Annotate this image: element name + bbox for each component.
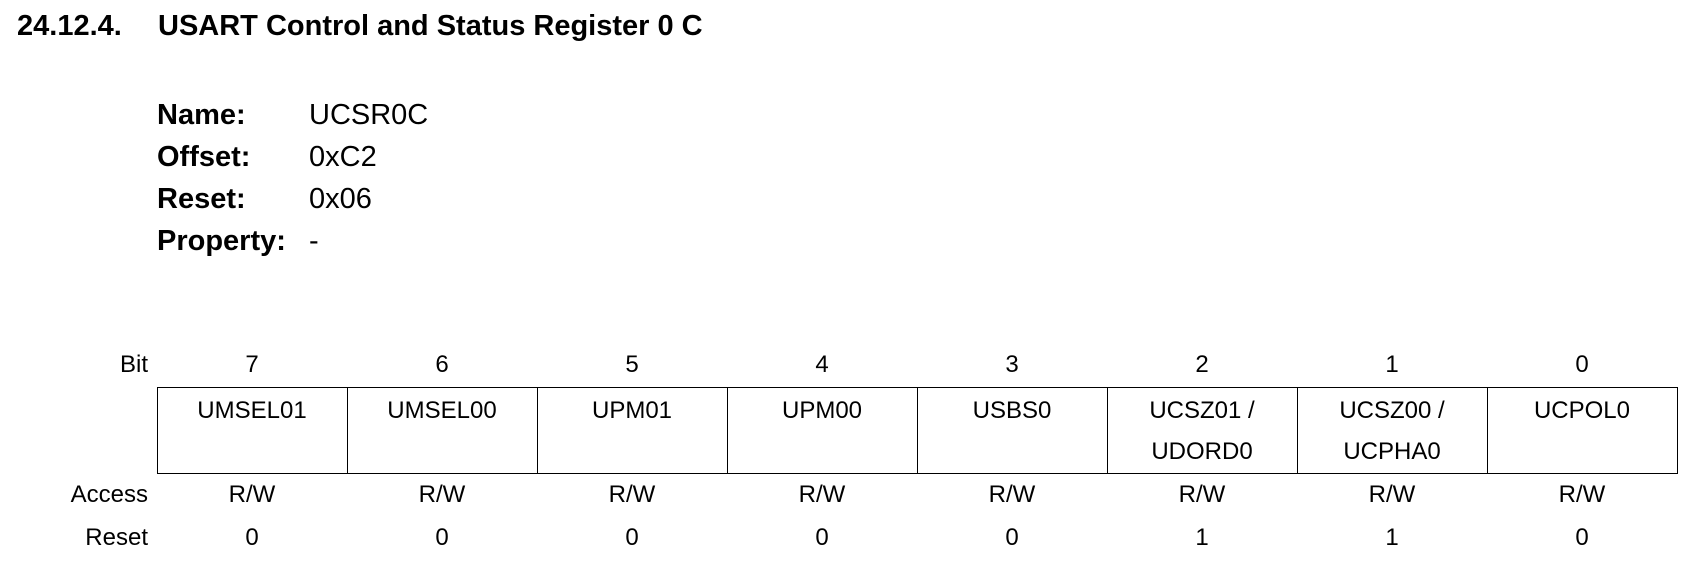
bit-reset-value: 1 [1385,524,1399,551]
bit-reset-value: 1 [1195,524,1209,551]
bit-field-name: UCSZ01 / [1149,397,1255,424]
property-value: 0xC2 [309,140,377,173]
bit-field-cell [1487,387,1678,474]
bit-number: 4 [815,351,829,378]
property-value: 0x06 [309,182,372,215]
property-offset-row: Offset: 0xC2 [157,136,428,178]
bit-reset-value: 0 [1575,524,1589,551]
bit-access: R/W [798,481,846,508]
property-label: Offset: [157,140,251,173]
property-reset-row: Reset: 0x06 [157,178,428,220]
section-heading: 24.12.4. USART Control and Status Registe… [17,10,703,43]
bit-field-name: UPM00 [781,397,863,424]
bit-reset-value: 0 [245,524,259,551]
register-properties: Name: UCSR0C Offset: 0xC2 Reset: 0x06 Pr… [157,94,428,262]
reset-row-label: Reset [85,524,148,551]
property-label: Reset: [157,182,246,215]
bit-number: 2 [1195,351,1209,378]
property-value: UCSR0C [309,98,429,131]
bit-row-label: Bit [119,351,148,378]
bit-access: R/W [988,481,1036,508]
bit-access: R/W [228,481,276,508]
bit-number: 0 [1575,351,1589,378]
property-name-row: Name: UCSR0C [157,94,428,136]
bit-field-name-line2: UCPHA0 [1343,438,1441,465]
bit-field-name: UCPOL0 [1533,397,1631,424]
bit-access: R/W [1178,481,1226,508]
bit-field-name: UPM01 [591,397,673,424]
bit-field-name: UCSZ00 / [1339,397,1445,424]
bit-number: 6 [435,351,449,378]
property-label: Property: [157,224,286,257]
property-property-row: Property: - [157,220,428,262]
property-label: Name: [157,98,246,131]
bit-number: 7 [245,351,259,378]
property-value: - [309,224,319,257]
bit-number: 3 [1005,351,1019,378]
bit-reset-value: 0 [815,524,829,551]
bit-access: R/W [1558,481,1606,508]
bit-reset-value: 0 [625,524,639,551]
access-row-label: Access [70,481,148,508]
bit-number: 5 [625,351,639,378]
bit-field-name-line2: UDORD0 [1151,438,1253,465]
bit-field-name: USBS0 [972,397,1052,424]
bit-reset-value: 0 [435,524,449,551]
bit-field-name: UMSEL00 [387,397,497,424]
section-title: USART Control and Status Register 0 C [158,10,703,42]
bit-access: R/W [1368,481,1416,508]
bit-access: R/W [418,481,466,508]
bit-reset-value: 0 [1005,524,1019,551]
bit-field-name: UMSEL01 [197,397,307,424]
bit-access: R/W [608,481,656,508]
section-number: 24.12.4. [17,10,122,42]
bit-number: 1 [1385,351,1399,378]
